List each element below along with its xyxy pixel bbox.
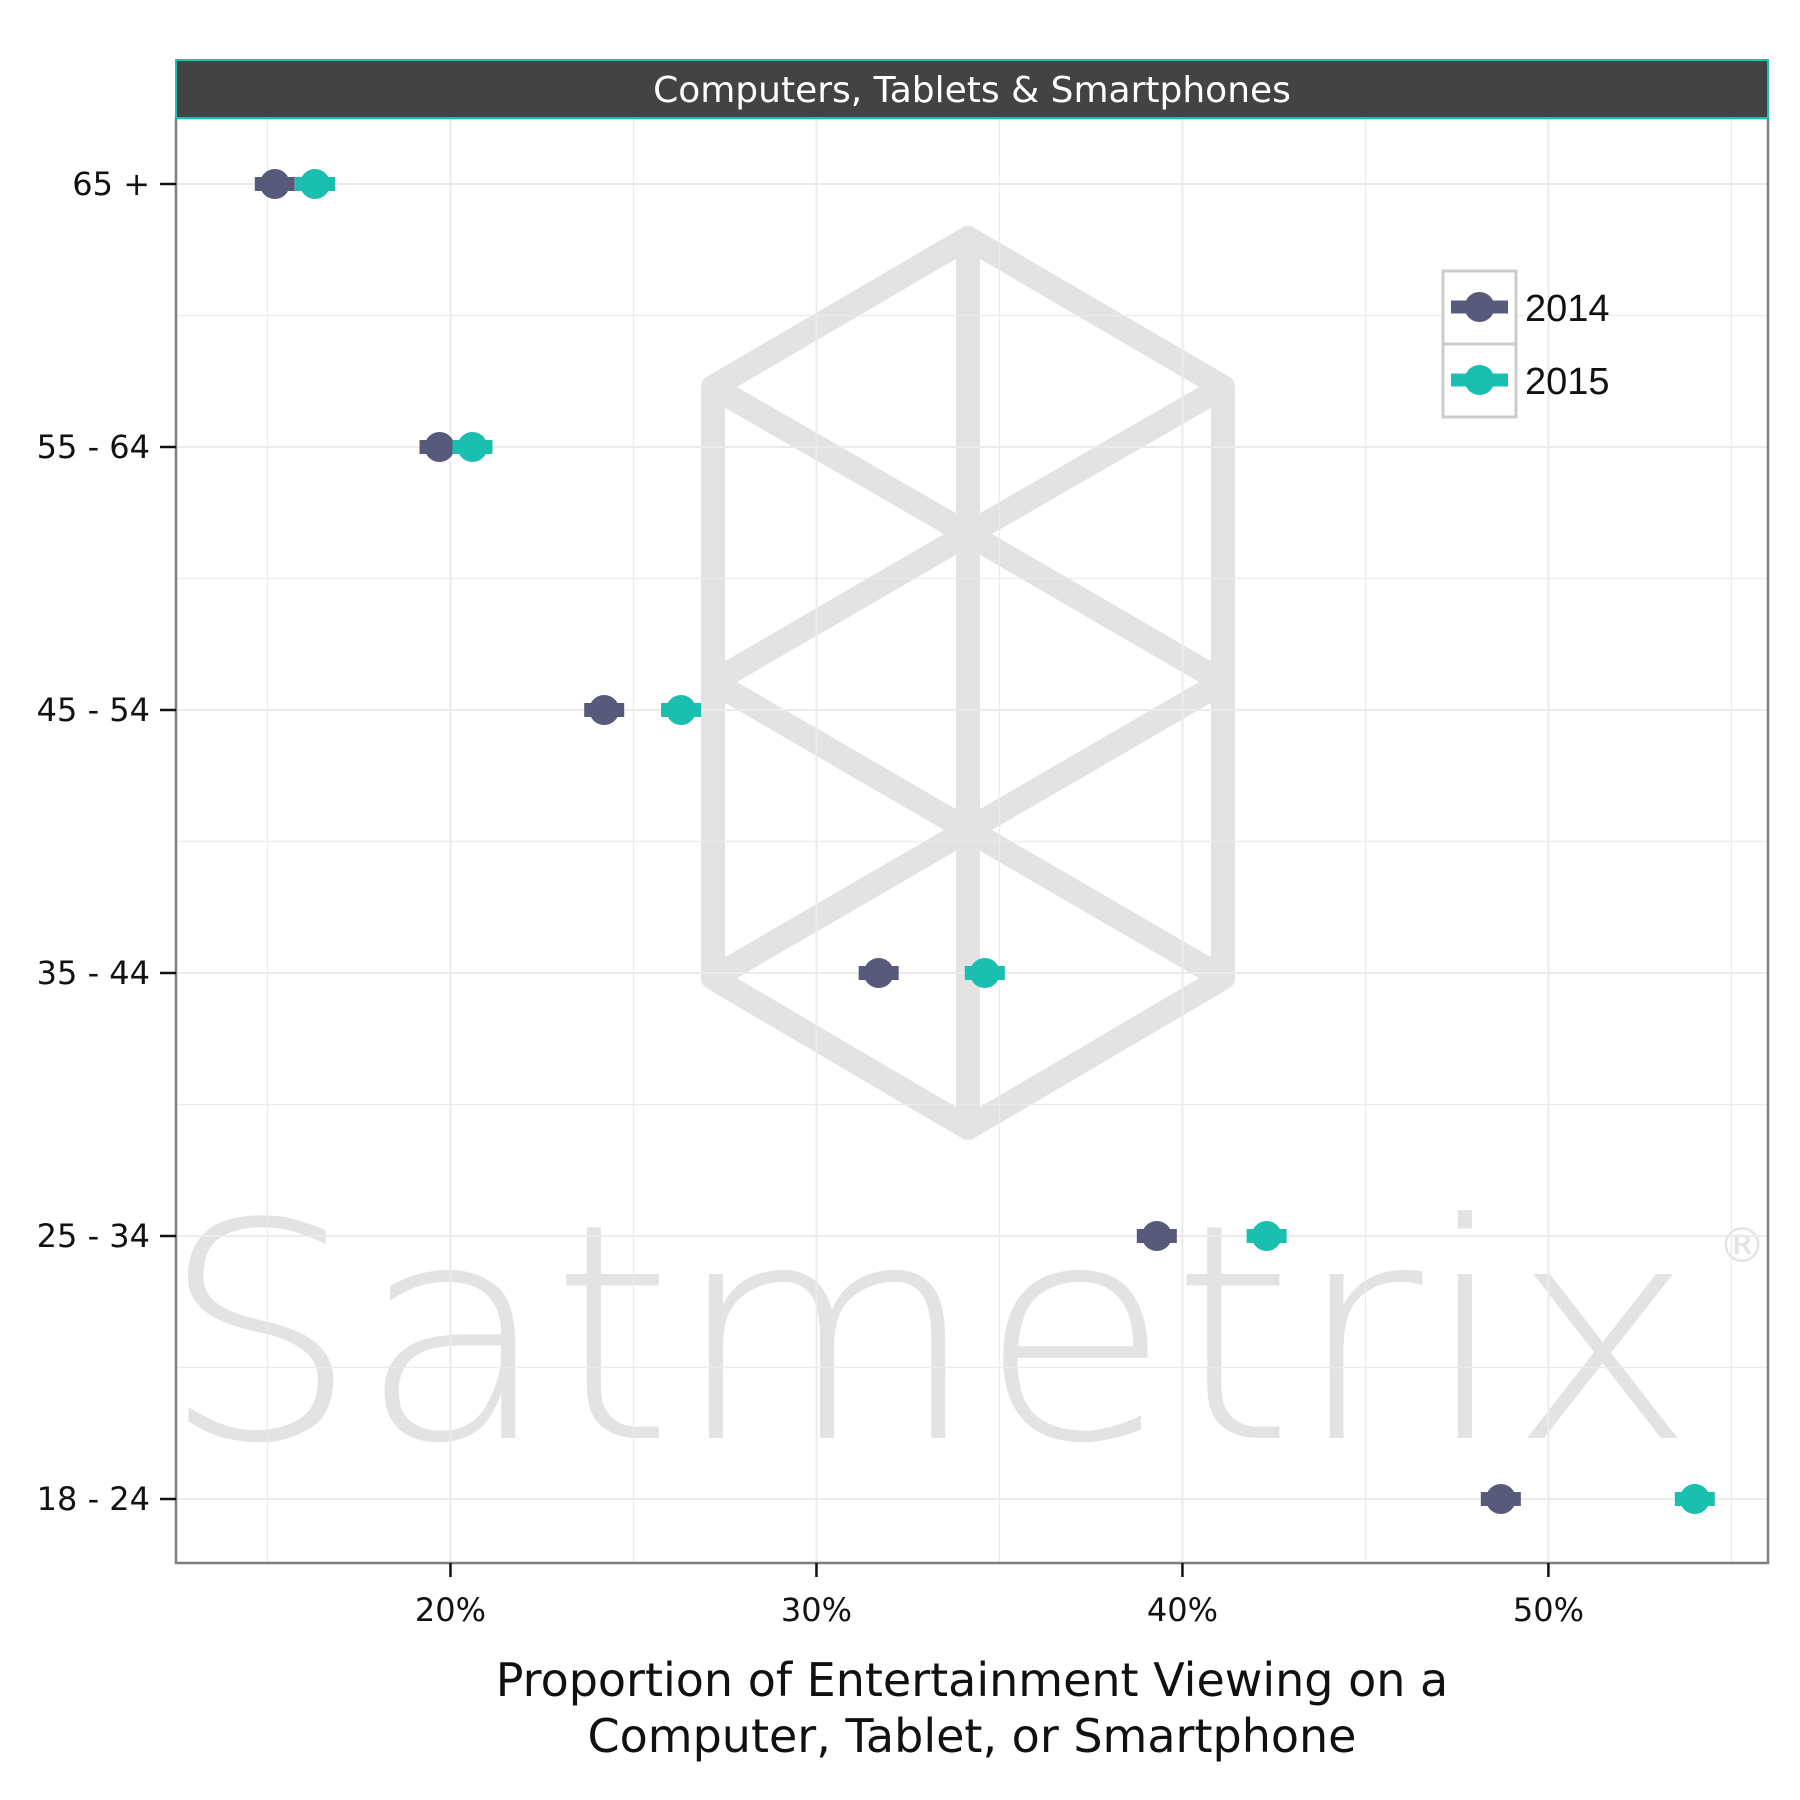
- hexagon-cube-logo-icon: [701, 226, 1235, 1140]
- x-tick-label: 30%: [781, 1591, 852, 1629]
- legend-key-dot-2014: [1464, 292, 1495, 322]
- data-point-2015: [1679, 1484, 1710, 1514]
- data-points: [254, 169, 1715, 1514]
- y-tick-label: 55 - 64: [37, 428, 150, 466]
- facet-title: Computers, Tablets & Smartphones: [653, 70, 1291, 111]
- x-axis: 20% 30% 40% 50%: [415, 1563, 1584, 1629]
- watermark-wordmark: Satmetrix: [160, 1160, 1695, 1509]
- watermark-registered-mark: ®: [1718, 1218, 1766, 1274]
- data-point-2014: [589, 695, 620, 725]
- data-point-2015: [1251, 1221, 1282, 1251]
- y-tick-label: 35 - 44: [37, 954, 150, 992]
- legend-key-dot-2015: [1464, 365, 1495, 395]
- x-tick-label: 50%: [1513, 1591, 1584, 1629]
- x-tick-label: 20%: [415, 1591, 486, 1629]
- data-point-2015: [300, 169, 331, 199]
- y-tick-label: 45 - 54: [37, 691, 150, 729]
- data-point-2014: [1141, 1221, 1172, 1251]
- legend-label-2015: 2015: [1525, 361, 1610, 403]
- data-point-2014: [259, 169, 290, 199]
- data-point-2014: [1485, 1484, 1516, 1514]
- x-axis-title-line1: Proportion of Entertainment Viewing on a: [496, 1653, 1449, 1707]
- legend-label-2014: 2014: [1525, 288, 1610, 330]
- data-point-2015: [969, 958, 1000, 988]
- data-point-2014: [863, 958, 894, 988]
- legend: 2014 2015: [1441, 269, 1610, 419]
- data-point-2014: [424, 432, 455, 462]
- satmetrix-watermark: Satmetrix ®: [160, 226, 1766, 1509]
- x-tick-label: 40%: [1147, 1591, 1218, 1629]
- y-tick-label: 18 - 24: [37, 1480, 150, 1518]
- data-point-2015: [457, 432, 488, 462]
- facet-strip: [175, 59, 1769, 119]
- x-axis-title-line2: Computer, Tablet, or Smartphone: [588, 1709, 1357, 1763]
- y-tick-label: 65 +: [72, 165, 150, 203]
- y-tick-label: 25 - 34: [37, 1217, 150, 1255]
- y-axis: 65 + 55 - 64 45 - 54 35 - 44 25 - 34 18 - 24: [37, 165, 176, 1518]
- data-point-2015: [666, 695, 697, 725]
